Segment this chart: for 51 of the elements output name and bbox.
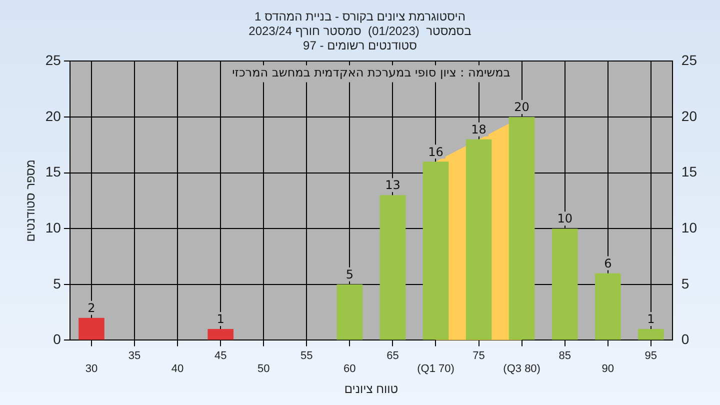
x-tick-label: (Q1 70): [417, 363, 454, 376]
x-tick-label: 50: [257, 363, 270, 376]
bar: [638, 329, 664, 340]
x-tick-label: 75: [472, 350, 485, 362]
data-label: 20: [514, 100, 530, 114]
x-tick-label: 85: [558, 350, 571, 362]
y-tick-label: 20: [45, 108, 62, 124]
y2-tick-label: 10: [681, 219, 698, 236]
data-label: 18: [471, 122, 486, 136]
bar: [508, 117, 535, 340]
y-axis-title: מספר סטודנטים: [24, 160, 38, 242]
y2-tick-label: 20: [681, 108, 698, 124]
y2-tick-label: 5: [681, 275, 690, 292]
y-tick-label: 0: [53, 331, 62, 348]
x-tick-label: 90: [602, 363, 614, 376]
data-label: 10: [557, 212, 572, 226]
y-tick-label: 5: [53, 275, 62, 292]
x-tick-label: 35: [128, 350, 141, 362]
y2-tick-label: 15: [681, 164, 698, 180]
bar: [208, 329, 234, 340]
y2-tick-label: 25: [681, 52, 698, 68]
chart-subtitle: בסמסטר (01/2023) סמסטר חורף 2023/24 סטודנטים רשומים - 97: [248, 24, 472, 52]
annotation: במשימה : ציון סופי במערכת האקדמית במחשב המרכזי: [232, 65, 510, 80]
bar: [78, 318, 104, 340]
bar: [466, 139, 492, 340]
data-label: 6: [604, 256, 612, 270]
x-tick-label: 30: [85, 363, 98, 376]
data-label: 16: [428, 144, 444, 159]
x-tick-label: 45: [214, 350, 227, 362]
data-label: 2: [88, 301, 96, 316]
y-tick-label: 15: [45, 164, 62, 180]
x-tick-label: 65: [386, 350, 399, 362]
bar: [336, 284, 363, 340]
data-label: 1: [647, 312, 655, 326]
x-tick-label: 40: [171, 363, 184, 376]
y2-tick-label: 0: [681, 331, 690, 348]
y-tick-label: 10: [45, 219, 62, 236]
bar: [594, 273, 621, 340]
data-label: 13: [385, 178, 400, 192]
chart-title: היסטוגרמת ציונים בקורס - בניית המהדס 1: [254, 10, 466, 24]
bar: [380, 195, 406, 340]
data-label: 1: [216, 312, 224, 326]
x-tick-label: 60: [344, 363, 356, 376]
y-tick-label: 25: [45, 52, 62, 68]
x-tick-label: 95: [644, 350, 658, 362]
x-axis-title: טווח ציונים: [344, 382, 398, 396]
bar: [422, 162, 449, 340]
x-tick-label: 55: [300, 350, 313, 362]
bar: [552, 228, 578, 340]
data-label: 5: [346, 268, 354, 282]
x-tick-label: (Q3 80): [503, 363, 540, 376]
